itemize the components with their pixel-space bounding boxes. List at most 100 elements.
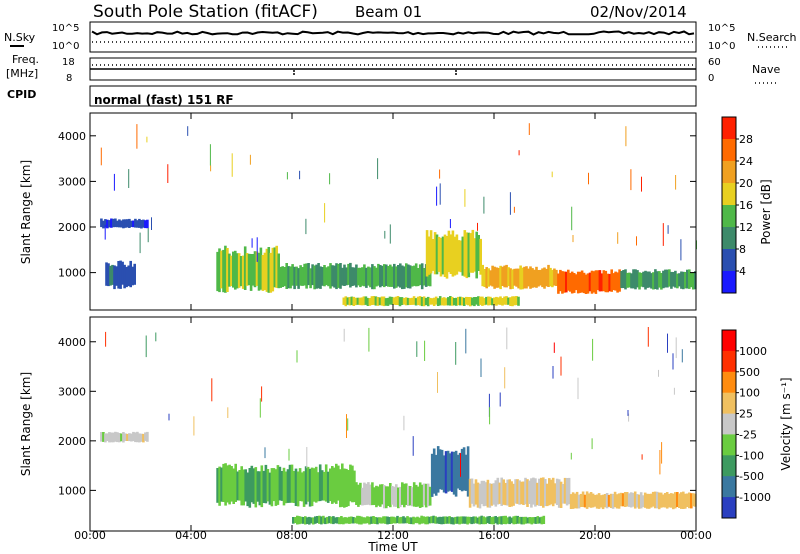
- power-panel: 1000 2000 3000 4000 Slant Range [km] 4 8 12 16…: [19, 112, 773, 311]
- heatmap-cell: [452, 517, 455, 525]
- colorbar-segment: [722, 183, 736, 206]
- heatmap-cell: [288, 464, 292, 503]
- heatmap-cell: [460, 448, 464, 492]
- heatmap-cell: [514, 479, 517, 504]
- heatmap-cell: [555, 478, 559, 505]
- heatmap-cell: [420, 484, 424, 508]
- cpid-panel: CPID normal (fast) 151 RF: [7, 85, 697, 107]
- heatmap-cell: [253, 251, 257, 288]
- heatmap-streak: [504, 367, 506, 389]
- heatmap-cell: [491, 265, 494, 287]
- heatmap-cell: [506, 479, 509, 506]
- noise-panel: N.Sky 10^5 10^0 10^5 10^0 N.Search: [4, 21, 797, 53]
- heatmap-streak: [384, 230, 386, 239]
- heatmap-cell: [376, 517, 379, 525]
- heatmap-cell: [112, 432, 115, 443]
- heatmap-cell: [365, 483, 368, 505]
- heatmap-streak: [667, 333, 668, 353]
- heatmap-cell: [373, 487, 376, 505]
- heatmap-cell: [400, 516, 403, 524]
- heatmap-cell: [452, 451, 456, 495]
- heatmap-cell: [125, 266, 128, 288]
- heatmap-cell: [434, 516, 437, 524]
- heatmap-cell: [661, 494, 665, 508]
- freq-tick-top: 18: [62, 57, 75, 68]
- heatmap-cell: [537, 270, 540, 287]
- heatmap-cell: [460, 516, 463, 524]
- heatmap-streak: [628, 413, 630, 422]
- heatmap-cell: [593, 495, 597, 507]
- heatmap-streak: [324, 203, 326, 223]
- heatmap-cell: [524, 477, 527, 505]
- heatmap-cell: [369, 267, 372, 288]
- heatmap-cell: [395, 484, 398, 507]
- heatmap-cell: [432, 297, 436, 306]
- heatmap-streak: [231, 153, 233, 177]
- heatmap-cell: [296, 515, 299, 525]
- heatmap-cell: [353, 267, 356, 286]
- heatmap-cell: [500, 477, 503, 506]
- heatmap-cell: [387, 266, 390, 287]
- heatmap-cell: [472, 483, 476, 507]
- heatmap-cell: [346, 297, 350, 305]
- heatmap-cell: [450, 517, 453, 525]
- heatmap-streak: [553, 342, 555, 353]
- heatmap-cell: [519, 265, 522, 290]
- heatmap-cell: [138, 433, 141, 443]
- heatmap-cell: [609, 493, 613, 508]
- heatmap-cell: [614, 271, 617, 291]
- heatmap-cell: [142, 219, 145, 228]
- heatmap-cell: [657, 492, 661, 510]
- heatmap-cell: [505, 296, 508, 305]
- heatmap-cell: [603, 494, 607, 508]
- colorbar-segment: [722, 392, 736, 415]
- heatmap-cell: [310, 467, 314, 507]
- heatmap-cell: [117, 261, 120, 289]
- heatmap-cell: [538, 478, 541, 506]
- heatmap-cell: [294, 517, 297, 524]
- heatmap-cell: [448, 516, 451, 524]
- heatmap-cell: [313, 265, 316, 290]
- heatmap-cell: [536, 482, 539, 506]
- heatmap-cell: [346, 517, 349, 524]
- heatmap-cell: [116, 432, 119, 443]
- heatmap-cell: [319, 266, 322, 289]
- heatmap-cell: [382, 296, 386, 307]
- heatmap-cell: [414, 263, 418, 287]
- heatmap-streak: [675, 337, 677, 359]
- power-ylabel: Slant Range [km]: [19, 160, 33, 264]
- heatmap-cell: [412, 482, 416, 507]
- heatmap-cell: [414, 517, 417, 524]
- heatmap-cell: [496, 477, 500, 505]
- heatmap-cell: [345, 468, 348, 507]
- heatmap-cell: [245, 253, 249, 286]
- heatmap-cell: [345, 267, 348, 286]
- heatmap-cell: [526, 517, 530, 524]
- heatmap-cell: [674, 270, 677, 288]
- heatmap-cell: [138, 218, 141, 228]
- heatmap-cell: [243, 246, 247, 290]
- heatmap-cell: [416, 268, 420, 287]
- heatmap-cell: [502, 479, 505, 505]
- heatmap-cell: [425, 230, 429, 277]
- heatmap-cell: [469, 233, 473, 273]
- heatmap-cell: [668, 269, 671, 287]
- heatmap-cell: [635, 494, 639, 508]
- heatmap-cell: [569, 494, 573, 509]
- heatmap-cell: [368, 298, 372, 306]
- heatmap-cell: [441, 236, 445, 275]
- heatmap-cell: [540, 516, 544, 525]
- heatmap-cell: [515, 268, 518, 287]
- heatmap-cell: [230, 466, 233, 502]
- heatmap-cell: [118, 219, 121, 228]
- heatmap-cell: [300, 472, 304, 502]
- heatmap-cell: [322, 515, 325, 524]
- heatmap-cell: [102, 220, 105, 229]
- velocity-panel: 1000 2000 3000 4000 Slant Range [km] 1000 50…: [19, 316, 793, 532]
- heatmap-cell: [104, 433, 107, 443]
- heatmap-cell: [551, 269, 554, 288]
- heatmap-streak: [329, 173, 331, 185]
- heatmap-cell: [270, 468, 274, 507]
- colorbar-tick-label: 500: [739, 366, 760, 379]
- heatmap-cell: [457, 296, 460, 306]
